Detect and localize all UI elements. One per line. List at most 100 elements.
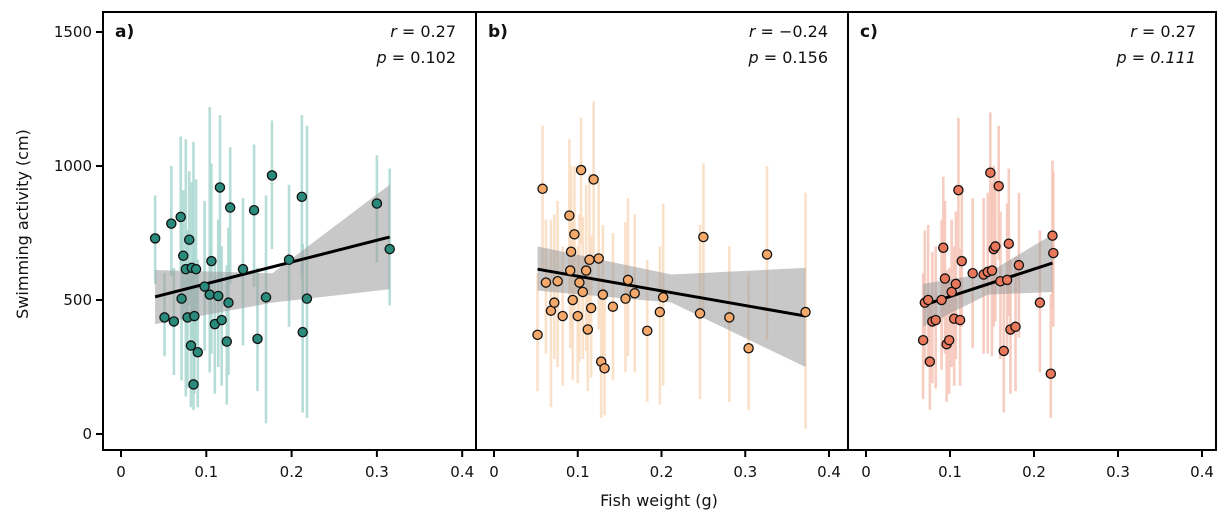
x-tick-label: 0.3: [365, 463, 389, 481]
data-point: [743, 342, 754, 354]
data-point: [593, 253, 604, 264]
x-tick-label: 0: [489, 463, 499, 481]
data-point: [185, 340, 197, 351]
x-tick-label: 0: [116, 463, 126, 481]
x-tick-label: 0.1: [566, 463, 590, 481]
data-point: [221, 336, 233, 347]
panel-frame: [847, 11, 1217, 451]
data-point: [599, 363, 610, 374]
data-point: [607, 301, 619, 312]
data-point: [986, 265, 998, 276]
y-axis-title: Swimming activity (cm): [13, 129, 32, 319]
panel-label: a): [115, 22, 134, 42]
y-tick-label: 0: [82, 425, 92, 443]
data-point: [967, 267, 978, 279]
data-point: [260, 292, 272, 303]
r-statistic: r = 0.27: [390, 22, 456, 41]
panel-a: 0 0.1 0.2 0.3 0.4 0 500 1000 1500 a) r = 0.27 p = 0…: [54, 11, 477, 481]
data-point: [569, 229, 580, 240]
data-point: [224, 202, 236, 213]
x-tick-label: 0.2: [650, 463, 674, 481]
data-point: [698, 231, 709, 243]
data-point: [1048, 247, 1059, 259]
data-point: [168, 316, 180, 327]
panel-b: 0 0.1 0.2 0.3 0.4 b) r = −0.24 p = 0.156: [475, 11, 849, 481]
data-point: [956, 255, 968, 267]
data-point: [724, 312, 735, 323]
trend-line: [537, 267, 806, 318]
y-tick-label: 1500: [54, 23, 92, 41]
x-tick-label: 0.4: [1190, 463, 1214, 481]
data-point: [537, 183, 548, 195]
confidence-band: [537, 246, 806, 367]
data-point: [540, 277, 552, 288]
x-tick-label: 0.2: [280, 463, 304, 481]
data-point: [564, 265, 576, 276]
data-point: [549, 297, 560, 308]
data-point: [557, 310, 568, 322]
p-statistic: p = 0.156: [747, 48, 828, 67]
x-tick-label: 0.2: [1022, 463, 1046, 481]
data-point: [183, 234, 195, 245]
data-point: [998, 345, 1010, 357]
data-point: [938, 242, 949, 253]
data-point: [190, 263, 202, 275]
data-point: [159, 312, 170, 323]
data-point: [216, 314, 227, 326]
r-statistic: r = −0.24: [749, 22, 828, 41]
data-point: [654, 306, 666, 318]
data-point: [1010, 321, 1021, 333]
data-point: [936, 294, 947, 306]
data-point: [552, 275, 563, 287]
data-point: [930, 314, 941, 326]
x-axis-title: Fish weight (g): [600, 491, 718, 510]
data-point: [532, 329, 543, 341]
data-point: [384, 243, 395, 255]
panel-label: b): [488, 22, 508, 42]
data-point: [939, 273, 951, 284]
data-point: [1003, 238, 1015, 249]
data-point: [149, 233, 161, 244]
data-point: [199, 281, 210, 292]
data-point: [297, 326, 308, 338]
data-point: [597, 289, 609, 300]
data-point: [954, 314, 966, 326]
data-point: [206, 255, 217, 267]
data-point: [178, 250, 189, 262]
data-point: [993, 180, 1004, 192]
confidence-band: [155, 184, 390, 325]
data-point: [943, 334, 955, 346]
data-point: [629, 288, 640, 299]
x-tick-label: 0.4: [817, 463, 841, 481]
data-point: [565, 246, 577, 258]
data-point: [924, 356, 936, 367]
data-point: [985, 167, 996, 178]
data-point: [283, 254, 295, 266]
data-point: [580, 265, 592, 276]
r-statistic: r = 0.27: [1130, 22, 1196, 41]
data-point: [761, 249, 773, 260]
x-tick-label: 0: [861, 463, 871, 481]
trend-line: [154, 235, 391, 299]
data-point: [575, 164, 587, 176]
x-tick-label: 0.3: [1106, 463, 1130, 481]
data-point: [694, 308, 706, 319]
data-point: [584, 254, 595, 266]
data-point: [917, 334, 929, 346]
data-point: [252, 333, 263, 345]
data-point: [922, 294, 934, 306]
data-point: [567, 294, 578, 306]
data-point: [585, 302, 597, 314]
data-point: [572, 310, 584, 322]
data-point: [588, 174, 599, 185]
data-point: [212, 290, 224, 302]
data-point: [175, 211, 186, 223]
panel-c: 0 0.1 0.2 0.3 0.4 c) r = 0.27 p = 0.111: [847, 11, 1217, 481]
x-tick-label: 0.3: [733, 463, 757, 481]
x-tick-label: 0.1: [194, 463, 218, 481]
confidence-band: [923, 234, 1053, 327]
x-tick-label: 0.4: [450, 463, 474, 481]
data-point: [1001, 274, 1013, 286]
data-point: [620, 293, 631, 304]
data-point: [574, 277, 585, 288]
